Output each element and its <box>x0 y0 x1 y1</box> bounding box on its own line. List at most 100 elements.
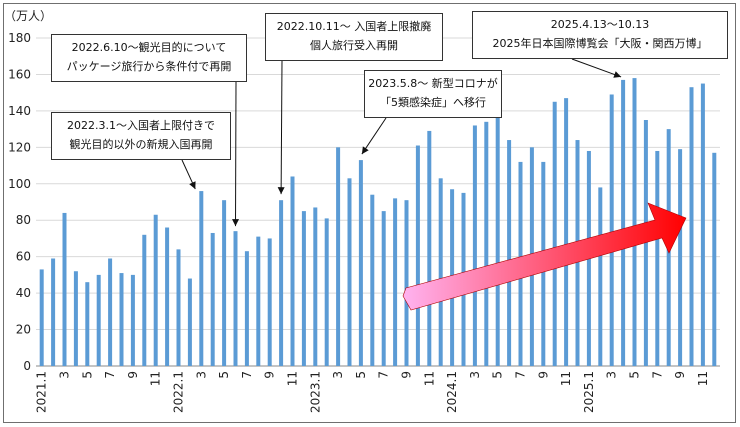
x-tick-label-11: 11 <box>286 371 300 386</box>
x-tick-label-3: 3 <box>468 371 482 379</box>
bar-2 <box>324 218 329 366</box>
annotation-2022-3: 2022.3.1～入国者上限付きで 観光目的以外の新規入国再開 <box>51 112 231 160</box>
bar-7 <box>108 258 113 366</box>
bar-11 <box>290 176 295 366</box>
x-tick-label-3: 3 <box>58 371 72 379</box>
x-tick-label-7: 7 <box>377 371 391 379</box>
bar-11 <box>564 98 569 366</box>
bar-3 <box>62 212 67 366</box>
bar-8 <box>256 236 261 366</box>
bar-2022.1 <box>176 249 181 366</box>
y-tick-label-0: 0 <box>23 359 31 373</box>
bar-5 <box>85 282 90 366</box>
annotation-2025-4-line2: 2025年日本国際博覧会「大阪・関西万博」 <box>492 37 708 50</box>
x-tick-label-9: 9 <box>126 371 140 379</box>
x-tick-label-2022.1: 2022.1 <box>172 371 186 413</box>
bar-4 <box>621 79 626 367</box>
leader-2023-5 <box>361 117 387 155</box>
bar-12 <box>438 178 443 366</box>
annotation-2023-5: 2023.5.8～ 新型コロナが 「5類感染症」へ移行 <box>364 70 502 118</box>
bar-3 <box>336 147 341 366</box>
x-tick-label-5: 5 <box>354 371 368 379</box>
x-tick-label-5: 5 <box>491 371 505 379</box>
bar-6 <box>370 194 375 366</box>
x-tick-label-9: 9 <box>536 371 550 379</box>
bar-3 <box>472 125 477 366</box>
bar-4 <box>210 232 215 366</box>
bar-3 <box>609 94 614 366</box>
annotation-2022-10: 2022.10.11～ 入国者上限撤廃 個人旅行受入再開 <box>265 13 443 61</box>
x-tick-label-7: 7 <box>103 371 117 379</box>
bar-12 <box>165 227 170 366</box>
bar-6 <box>643 120 648 366</box>
bar-9 <box>267 238 272 366</box>
annotation-2022-6-line1: 2022.6.10～観光目的について <box>71 41 227 54</box>
bar-4 <box>73 271 78 366</box>
x-tick-label-2025.1: 2025.1 <box>582 371 596 413</box>
y-tick-label-40: 40 <box>16 286 31 300</box>
x-tick-label-5: 5 <box>628 371 642 379</box>
annotation-2022-10-line1: 2022.10.11～ 入国者上限撤廃 <box>276 20 432 33</box>
bar-2023.1 <box>313 207 318 366</box>
annotation-2023-5-line2: 「5類感染症」へ移行 <box>380 96 486 109</box>
leader-2025-4 <box>571 58 622 78</box>
bar-5 <box>632 78 637 366</box>
bar-10 <box>415 145 420 366</box>
trend-arrow <box>402 202 687 311</box>
bar-11 <box>427 130 432 366</box>
bar-10 <box>142 234 147 366</box>
y-tick-labels: 0 20 40 60 80 100 120 140 160 180 <box>8 31 31 373</box>
y-tick-label-60: 60 <box>16 250 31 264</box>
leader-2022-10-head <box>277 187 285 195</box>
y-tick-label-100: 100 <box>8 177 31 191</box>
bar-9 <box>404 200 409 366</box>
y-tick-label-180: 180 <box>8 31 31 45</box>
bar-4 <box>347 178 352 366</box>
bar-5 <box>495 114 500 367</box>
leader-2025-4-head <box>613 71 622 78</box>
annotation-2023-5-line1: 2023.5.8～ 新型コロナが <box>368 77 498 90</box>
y-tick-label-160: 160 <box>8 67 31 81</box>
annotation-2022-6: 2022.6.10～観光目的について パッケージ旅行から条件付で再開 <box>51 34 247 82</box>
annotation-2025-4-line1: 2025.4.13～10.13 <box>550 18 650 31</box>
x-tick-label-11: 11 <box>696 371 710 386</box>
annotation-2022-3-line1: 2022.3.1～入国者上限付きで <box>67 119 215 132</box>
annotation-2022-6-line2: パッケージ旅行から条件付で再開 <box>66 60 232 73</box>
bar-5 <box>358 160 363 366</box>
bar-3 <box>199 191 204 366</box>
leader-2022-6 <box>235 81 237 227</box>
y-tick-label-80: 80 <box>16 213 31 227</box>
x-tick-labels: 2021.1 3 5 7 9 11 2022.1 3 5 7 9 11 2023.1 3 5 7 9 11 2024… <box>35 371 710 413</box>
x-tick-label-7: 7 <box>240 371 254 379</box>
leader-2022-3-head <box>189 181 196 190</box>
bar-10 <box>689 87 694 366</box>
y-tick-label-140: 140 <box>8 104 31 118</box>
bar-7 <box>244 251 249 366</box>
y-tick-label-120: 120 <box>8 140 31 154</box>
bar-9 <box>130 274 135 366</box>
bar-11 <box>153 214 158 366</box>
x-tick-label-2024.1: 2024.1 <box>445 371 459 413</box>
x-tick-label-9: 9 <box>673 371 687 379</box>
bar-2 <box>51 258 56 366</box>
leader-2022-6-head <box>232 219 240 227</box>
x-tick-label-7: 7 <box>514 371 528 379</box>
trend-arrow-shape <box>402 202 687 311</box>
bar-2 <box>187 278 192 366</box>
x-tick-label-5: 5 <box>217 371 231 379</box>
x-tick-label-9: 9 <box>400 371 414 379</box>
bar-11 <box>700 83 705 367</box>
bar-10 <box>552 101 557 367</box>
bar-12 <box>301 211 306 366</box>
y-tick-label-20: 20 <box>16 323 31 337</box>
bar-2021.1 <box>39 269 44 366</box>
x-tick-label-5: 5 <box>80 371 94 379</box>
bar-6 <box>96 274 101 366</box>
leader-2022-10 <box>280 60 283 195</box>
x-tick-label-9: 9 <box>263 371 277 379</box>
annotation-2025-4: 2025.4.13～10.13 2025年日本国際博覧会「大阪・関西万博」 <box>472 11 728 59</box>
annotation-2022-10-line2: 個人旅行受入再開 <box>310 39 398 52</box>
bar-9 <box>678 149 683 366</box>
bar-6 <box>507 140 512 366</box>
